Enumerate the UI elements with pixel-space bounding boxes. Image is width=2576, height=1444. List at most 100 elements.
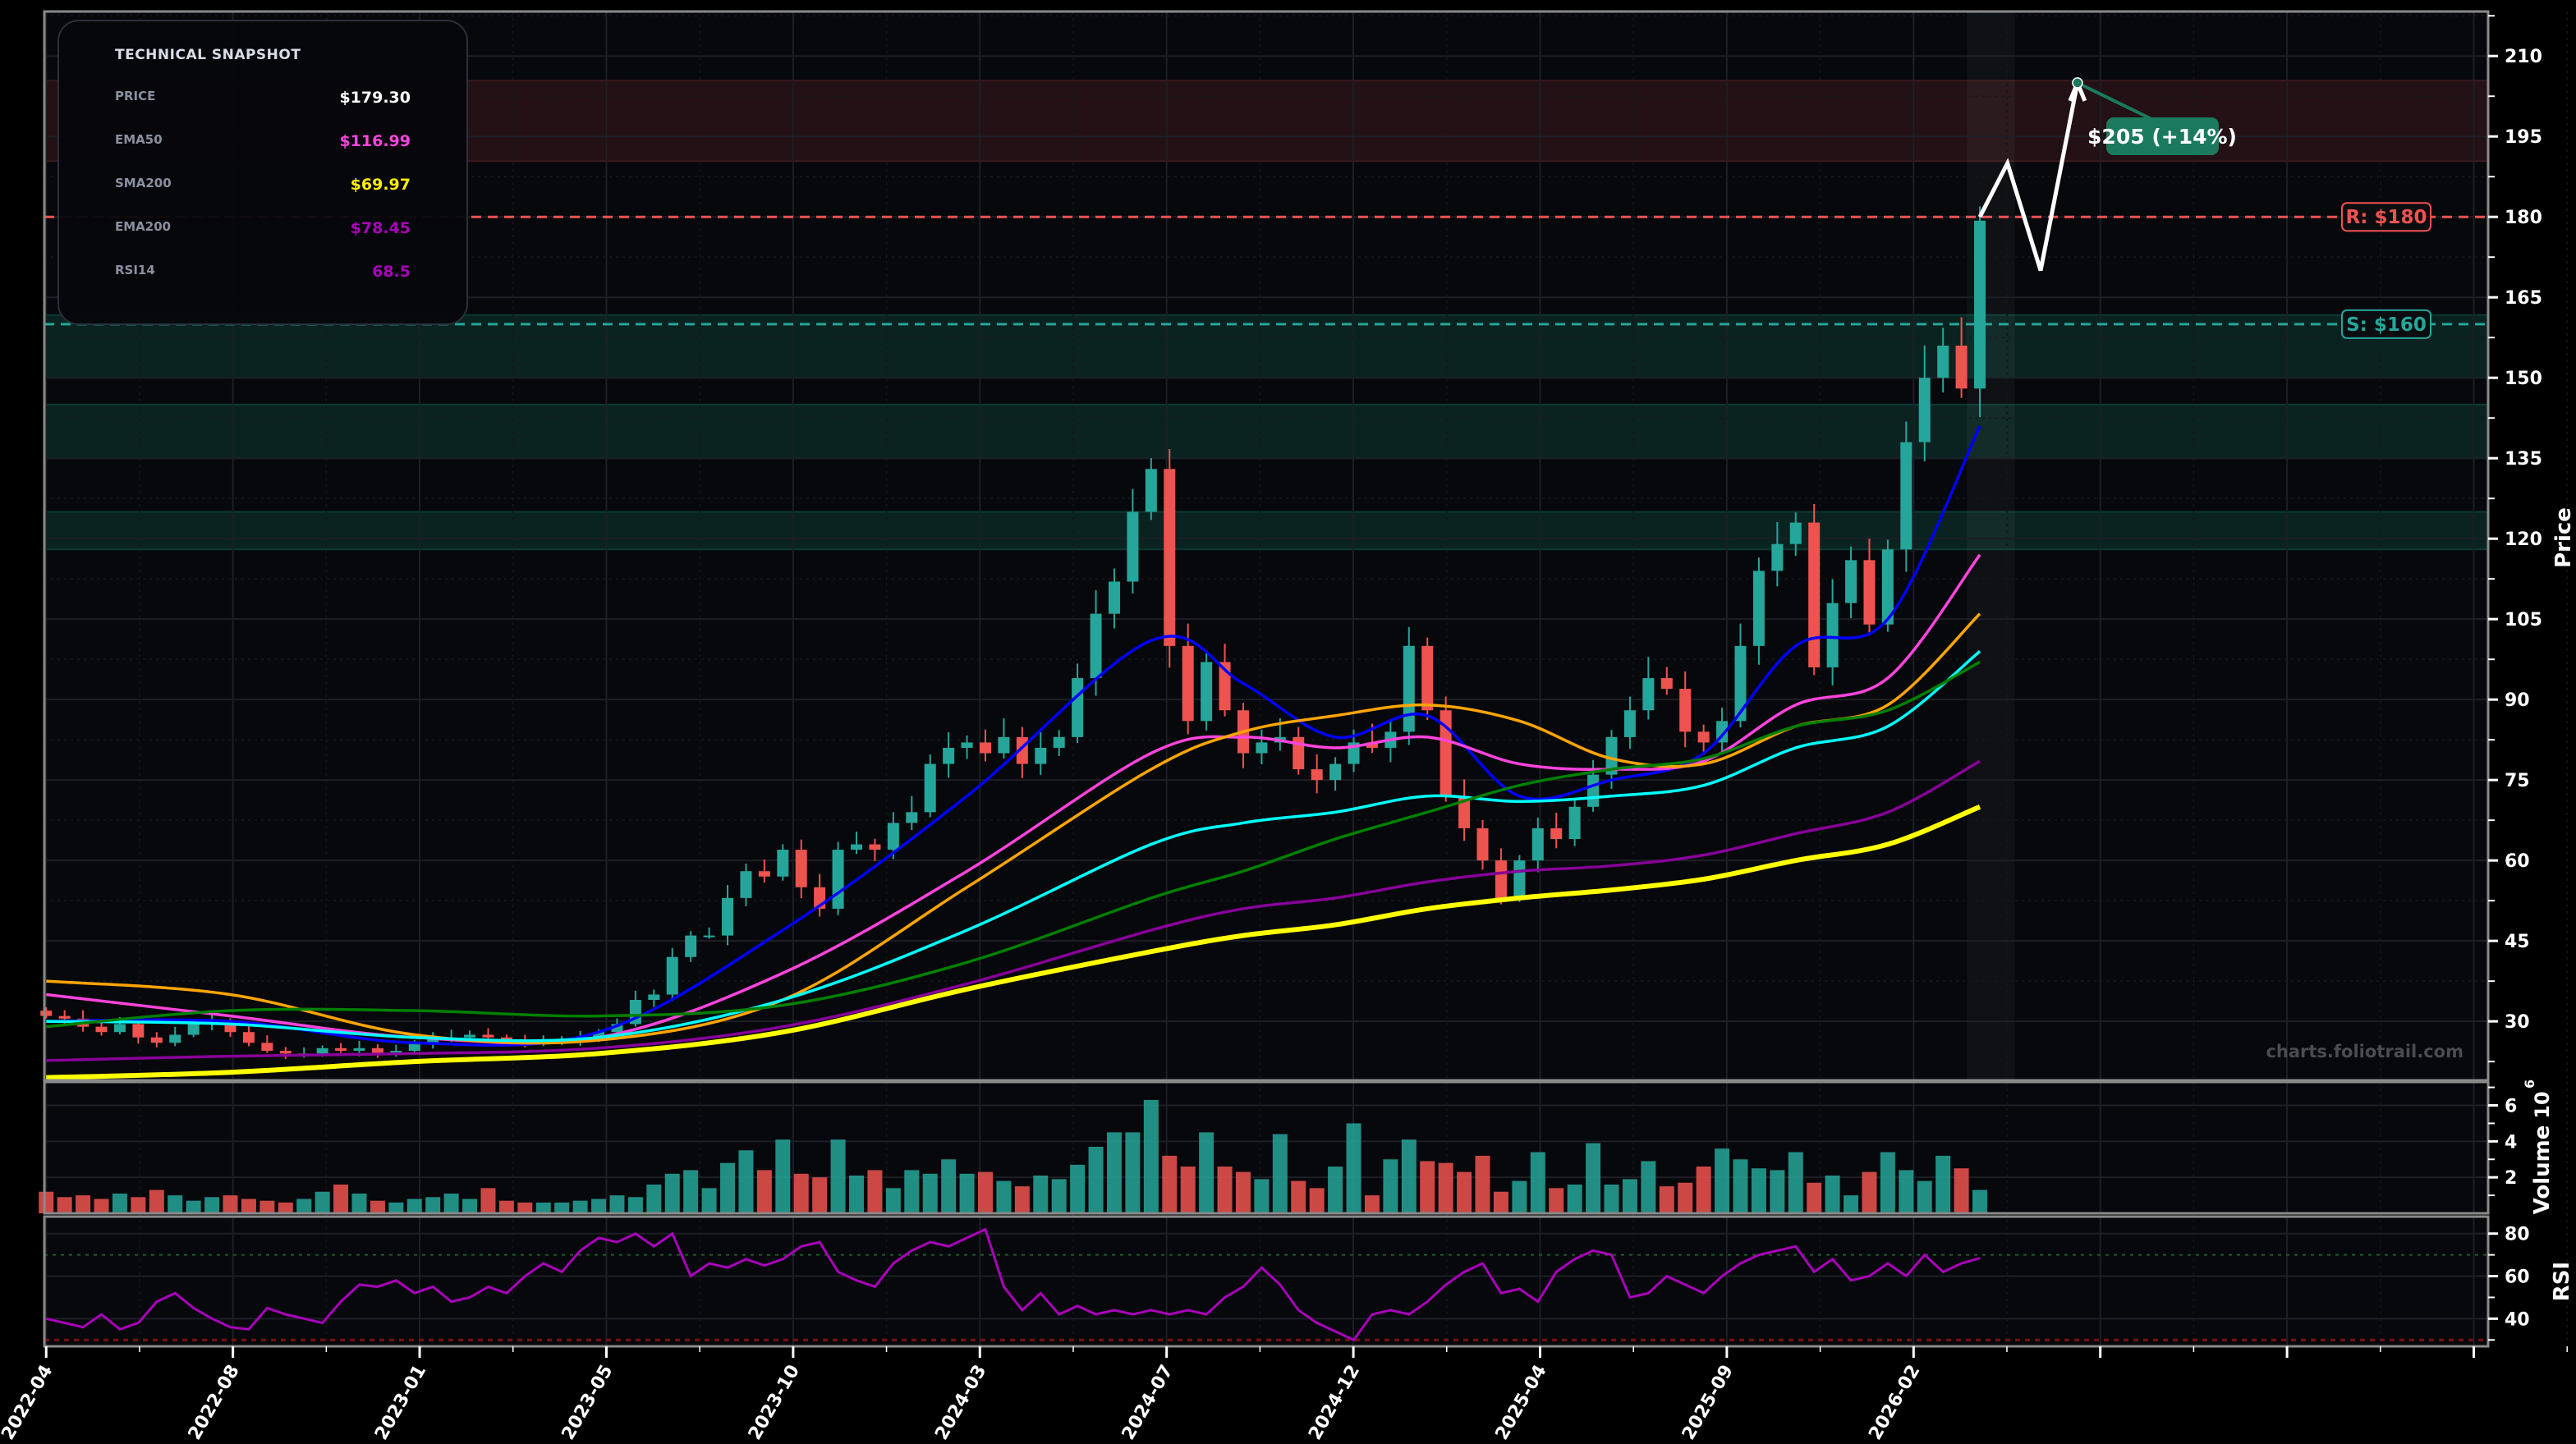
volume-bar [609,1195,625,1213]
x-tick-label: 2025-04 [1492,1362,1551,1444]
candle [1035,731,1047,775]
candle [685,931,697,962]
snapshot-value: $116.99 [339,132,411,150]
candle [150,1032,163,1047]
snapshot-value: $78.45 [350,219,411,237]
volume-bar [1567,1184,1582,1213]
candle-body [113,1024,126,1033]
y-tick-label: 75 [2505,771,2530,791]
candle-body [703,935,715,937]
candle-body [1734,645,1747,722]
candle [740,864,752,906]
indicator-line [46,650,1981,1043]
forecast-badge: $205 (+14%) [2087,117,2237,155]
volume-bar [223,1195,238,1213]
candle [335,1043,347,1053]
level-badge-box [2341,202,2431,232]
candle [666,947,678,1002]
volume-bar [1862,1171,1877,1213]
candle [1642,657,1655,720]
candle [1311,754,1323,794]
candle [371,1044,383,1058]
volume-bar [683,1170,699,1213]
candle-body [1587,774,1600,807]
candle-body [1568,806,1581,840]
candle [427,1032,439,1049]
candle [261,1035,273,1053]
volume-bar [572,1200,588,1213]
candle-body [1974,220,1986,389]
snapshot-value: 68.5 [372,263,411,281]
volume-bar [1346,1123,1361,1213]
candle [1697,724,1710,754]
volume-bar [1807,1182,1822,1213]
candle [1845,546,1857,619]
candle [703,927,715,939]
volume-bar [425,1197,441,1213]
x-tick-label: 2023-10 [745,1362,804,1444]
volume-bar [370,1200,385,1213]
volume-bar [1291,1180,1306,1213]
candle-body [1440,710,1452,796]
candle [1495,848,1507,905]
candle-body [961,742,973,748]
candle-body [777,850,789,877]
volume-bar [1106,1132,1122,1213]
candle [998,717,1010,759]
candle [1568,798,1581,846]
volume-offset-exponent: 6 [2522,1080,2537,1089]
candle-body [758,871,770,877]
volume-bar [1549,1188,1564,1213]
candle [1219,644,1231,717]
volume-bar [1364,1195,1380,1213]
volume-bar [296,1199,312,1213]
candle-body [1072,678,1084,737]
candle [1881,539,1894,632]
volume-bar [885,1188,901,1213]
volume-bar [131,1197,146,1213]
volume-bar [1733,1159,1748,1213]
x-tick-label: 2023-01 [371,1362,430,1444]
candle-body [1605,736,1618,775]
volume-bar [94,1199,109,1213]
level-badge: S: $160 [2341,309,2431,339]
volume-bar [1162,1155,1178,1213]
candle-body [353,1047,365,1052]
candle-body [1421,645,1434,711]
volume-bar [1254,1179,1270,1213]
candle-body [1145,469,1157,512]
x-tick-label: 2025-09 [1678,1362,1738,1444]
candle-body [1642,678,1655,711]
y-tick-label: 135 [2505,449,2542,470]
x-tick-label: 2026-02 [1865,1362,1924,1444]
rsi-panel [44,1217,2488,1346]
candle [482,1028,494,1040]
candle-body [40,1011,53,1016]
candle-body [1458,795,1471,828]
candle-body [150,1037,163,1043]
candle-body [685,935,697,957]
candle-body [740,871,752,898]
volume-bar [204,1197,220,1213]
volume-bar [1678,1182,1693,1213]
candle [832,841,844,915]
y-tick-label: 165 [2505,288,2542,309]
indicator-line [46,759,1981,1062]
level-badge: R: $180 [2341,202,2431,232]
technical-snapshot-panel [57,20,468,325]
x-tick-label: 2024-12 [1305,1362,1364,1444]
volume-bar [591,1199,607,1213]
volume-bar [941,1159,957,1213]
y-tick-label: 6 [2505,1096,2517,1116]
candle [279,1047,292,1059]
volume-panel-frame [43,1080,2490,1215]
volume-bar [1880,1152,1895,1213]
candle [1182,623,1194,735]
y-tick-label: 30 [2505,1012,2530,1033]
candle-body [1826,603,1839,667]
volume-bar [775,1139,791,1213]
volume-bar [830,1139,846,1213]
volume-bar [627,1197,643,1213]
candle [1826,579,1839,685]
